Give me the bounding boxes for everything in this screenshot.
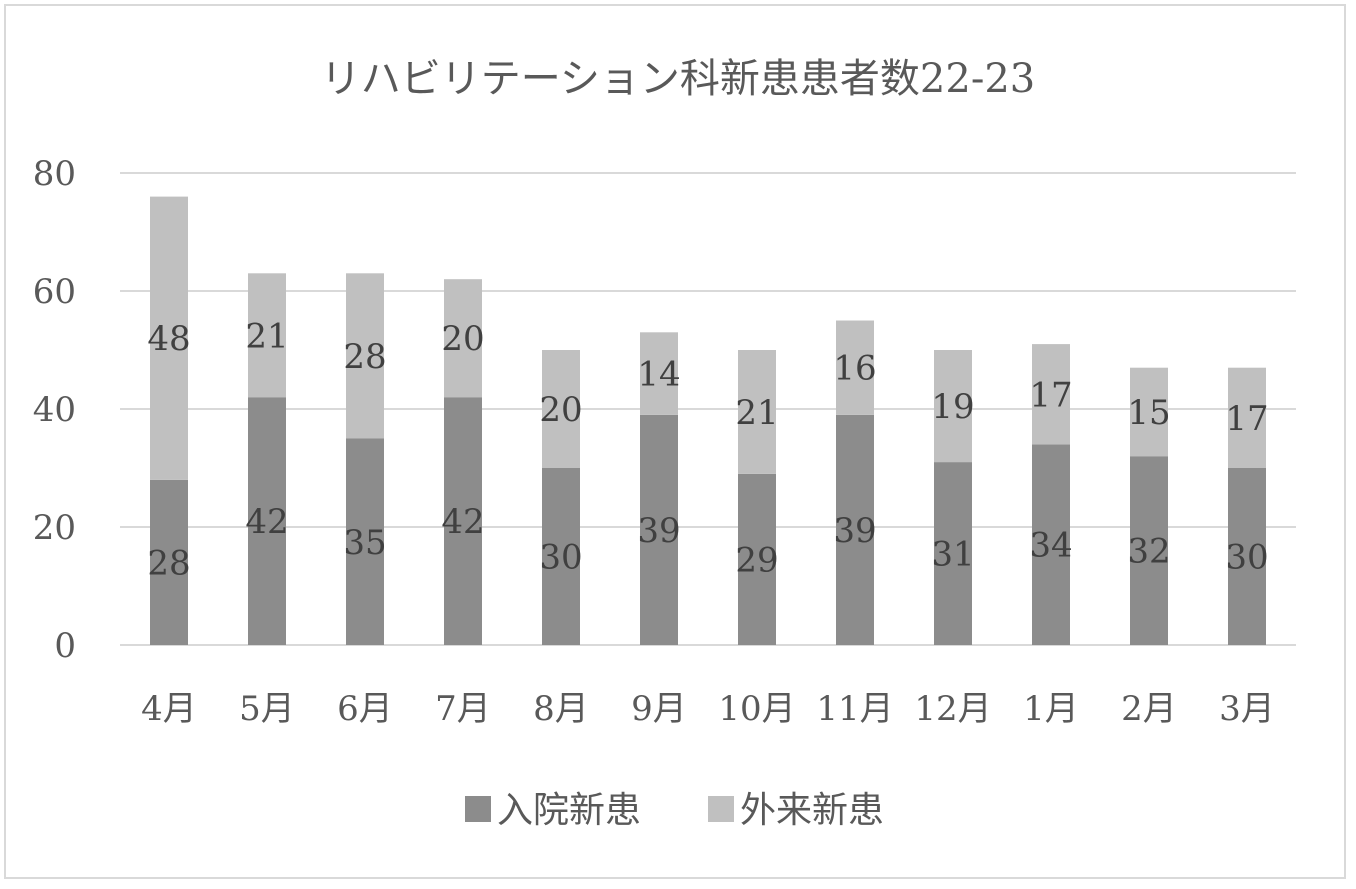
data-label: 15 bbox=[1127, 393, 1170, 433]
data-label: 28 bbox=[343, 337, 386, 377]
bar-segment bbox=[1130, 456, 1168, 645]
y-axis-ticks: 0 20 40 60 80 bbox=[33, 154, 76, 666]
data-label: 35 bbox=[343, 523, 386, 563]
bar-segment bbox=[1032, 344, 1070, 445]
bar-segment bbox=[1228, 468, 1266, 645]
x-tick-label: 11月 bbox=[816, 689, 893, 729]
y-tick-label: 40 bbox=[33, 390, 76, 430]
bar-segment bbox=[640, 332, 678, 415]
legend-label: 外来新患 bbox=[740, 790, 884, 831]
bar-segment bbox=[836, 414, 874, 645]
bar-segment bbox=[150, 196, 188, 480]
bar-segment bbox=[1228, 367, 1266, 468]
x-tick-label: 8月 bbox=[533, 689, 589, 729]
x-axis-ticks: 4月 5月 6月 7月 8月 9月 10月 11月 12月 1月 2月 3月 bbox=[141, 689, 1275, 729]
data-label: 34 bbox=[1029, 526, 1072, 566]
x-tick-label: 1月 bbox=[1023, 689, 1079, 729]
data-label: 21 bbox=[735, 393, 778, 433]
data-label: 21 bbox=[245, 316, 288, 356]
gridlines bbox=[120, 172, 1296, 646]
data-label: 42 bbox=[245, 502, 288, 542]
data-label: 17 bbox=[1225, 399, 1268, 439]
y-tick-label: 80 bbox=[33, 154, 76, 194]
x-tick-label: 9月 bbox=[631, 689, 687, 729]
data-label: 16 bbox=[833, 349, 876, 389]
bar-segment bbox=[444, 279, 482, 398]
x-tick-label: 3月 bbox=[1219, 689, 1275, 729]
data-label: 39 bbox=[637, 511, 680, 551]
legend-swatch bbox=[708, 796, 734, 822]
bar-segment bbox=[150, 479, 188, 645]
bar-segment bbox=[1032, 444, 1070, 645]
legend: 入院新患 外来新患 bbox=[465, 790, 884, 831]
bar-segment bbox=[934, 462, 972, 645]
data-label: 19 bbox=[931, 387, 974, 427]
bar-segment bbox=[444, 397, 482, 645]
bar-segment bbox=[934, 350, 972, 463]
data-label: 39 bbox=[833, 511, 876, 551]
data-label: 30 bbox=[1225, 538, 1268, 578]
data-label: 20 bbox=[441, 319, 484, 359]
bar-segment bbox=[542, 350, 580, 468]
x-tick-label: 12月 bbox=[914, 689, 991, 729]
x-tick-label: 2月 bbox=[1121, 689, 1177, 729]
data-label: 29 bbox=[735, 540, 778, 580]
data-label: 32 bbox=[1127, 532, 1170, 572]
bars bbox=[150, 196, 1266, 645]
bar-segment bbox=[248, 397, 286, 645]
y-tick-label: 60 bbox=[33, 272, 76, 312]
bar-segment bbox=[640, 414, 678, 645]
legend-swatch bbox=[465, 796, 491, 822]
x-tick-label: 6月 bbox=[337, 689, 393, 729]
data-label: 42 bbox=[441, 502, 484, 542]
data-label: 17 bbox=[1029, 375, 1072, 415]
bar-segment bbox=[346, 438, 384, 645]
y-tick-label: 0 bbox=[54, 626, 76, 666]
y-tick-label: 20 bbox=[33, 508, 76, 548]
x-tick-label: 7月 bbox=[435, 689, 491, 729]
data-label: 48 bbox=[147, 319, 190, 359]
data-labels: 28 48 42 21 35 28 42 20 30 20 39 14 29 21 39 16 31 19 34 17… bbox=[147, 316, 1268, 583]
x-tick-label: 5月 bbox=[239, 689, 295, 729]
bar-segment bbox=[836, 320, 874, 415]
bar-segment bbox=[738, 350, 776, 474]
data-label: 20 bbox=[539, 390, 582, 430]
bar-segment bbox=[1130, 367, 1168, 457]
bar-segment bbox=[738, 473, 776, 645]
chart-title: リハビリテーション科新患患者数22-23 bbox=[321, 56, 1036, 102]
legend-label: 入院新患 bbox=[497, 790, 641, 831]
x-tick-label: 10月 bbox=[718, 689, 795, 729]
x-tick-label: 4月 bbox=[141, 689, 197, 729]
data-label: 14 bbox=[637, 355, 680, 395]
bar-segment bbox=[542, 468, 580, 645]
data-label: 28 bbox=[147, 543, 190, 583]
data-label: 31 bbox=[931, 535, 974, 575]
data-label: 30 bbox=[539, 538, 582, 578]
bar-segment bbox=[346, 273, 384, 439]
bar-segment bbox=[248, 273, 286, 398]
